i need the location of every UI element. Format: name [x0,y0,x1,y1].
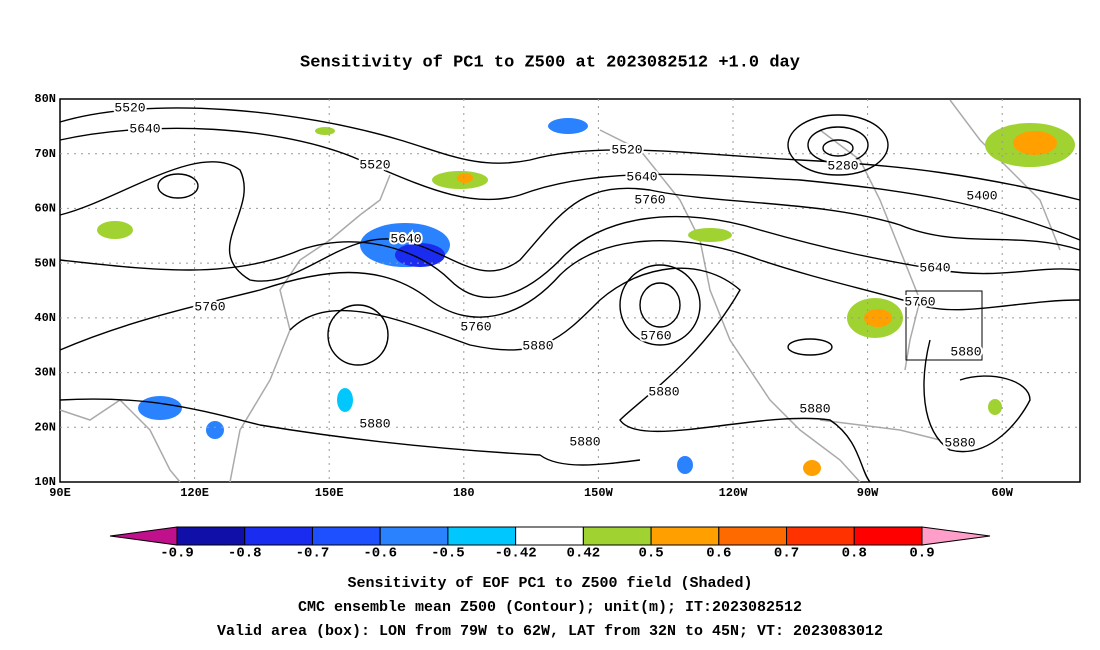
colorbar-box [379,526,449,546]
lat-tick-label: 50N [34,256,56,270]
contour-label: 5640 [129,121,160,136]
contour-label: 5640 [390,231,421,246]
lon-tick-label: 150W [584,486,614,500]
colorbar-tick-label: 0.6 [706,546,731,562]
lat-tick-label: 60N [34,202,56,216]
contour-label: 5880 [522,338,553,353]
contour-label: 5760 [640,328,671,343]
colorbar-box [311,526,381,546]
lon-tick-label: 90W [857,486,879,500]
lat-tick-label: 20N [34,420,56,434]
colorbar-tick-label: -0.5 [431,546,465,562]
colorbar: -0.9 -0.8 -0.7 -0.6 -0.5 -0.42 0.42 0.5 0.6 0.7 0.… [109,526,991,562]
contour-label: 5880 [950,344,981,359]
colorbar-box [853,526,923,546]
map: 5520 5640 5520 5640 5760 5760 5880 5760 … [59,98,1081,483]
contour-label: 5880 [359,416,390,431]
lat-tick-label: 40N [34,311,56,325]
contour-label: 5760 [194,299,225,314]
colorbar-tick-label: 0.42 [567,546,601,562]
contours [59,107,1081,483]
colorbar-tick-label: -0.6 [363,546,397,562]
lon-tick-label: 120E [180,486,209,500]
lat-tick-label: 70N [34,147,56,161]
shading [97,118,1075,476]
contour-label: 5880 [944,435,975,450]
footer-line: CMC ensemble mean Z500 (Contour); unit(m… [298,599,802,616]
contour-label: 5760 [904,294,935,309]
lon-tick-label: 90E [49,486,71,500]
lon-tick-label: 60W [991,486,1013,500]
contour-label: 5880 [799,401,830,416]
contour-labels: 5520 5640 5520 5640 5760 5760 5880 5760 … [112,98,999,452]
valid-area-box [905,290,983,361]
contour-label: 5520 [359,157,390,172]
lat-tick-label: 10N [34,475,56,489]
contour-label: 5640 [919,260,950,275]
colorbar-tick-label: 0.9 [909,546,934,562]
lat-tick-label: 80N [34,92,56,106]
colorbar-tick-label: 0.7 [774,546,799,562]
contour-label: 5760 [460,319,491,334]
colorbar-tick-label: -0.7 [296,546,330,562]
lon-tick-label: 180 [453,486,475,500]
contour-label: 5760 [634,192,665,207]
lat-tick-label: 30N [34,366,56,380]
footer-line: Valid area (box): LON from 79W to 62W, L… [217,623,883,640]
colorbar-box [718,526,788,546]
colorbar-box [786,526,855,546]
contour-label: 5400 [966,188,997,203]
contour-label: 5880 [648,384,679,399]
colorbar-tick-label: 0.8 [842,546,867,562]
colorbar-box [447,526,517,546]
title: Sensitivity of PC1 to Z500 at 2023082512… [300,53,800,72]
contour-label: 5640 [626,169,657,184]
contour-label: 5520 [114,100,145,115]
colorbar-tick-label: 0.5 [638,546,663,562]
colorbar-tick-label: -0.42 [495,546,537,562]
contour-label: 5520 [611,142,642,157]
footer-line: Sensitivity of EOF PC1 to Z500 field (Sh… [347,575,752,592]
colorbar-box [244,526,313,546]
contour-label: 5280 [827,158,858,173]
colorbar-box [515,526,584,546]
colorbar-tick-label: -0.9 [160,546,194,562]
contour-label: 5880 [569,434,600,449]
colorbar-under [109,526,178,546]
colorbar-over [921,526,991,546]
lon-tick-label: 120W [719,486,749,500]
colorbar-box [176,526,246,546]
colorbar-tick-label: -0.8 [228,546,262,562]
colorbar-box [650,526,720,546]
colorbar-box [582,526,652,546]
lon-tick-label: 150E [315,486,344,500]
grid [60,99,1080,482]
